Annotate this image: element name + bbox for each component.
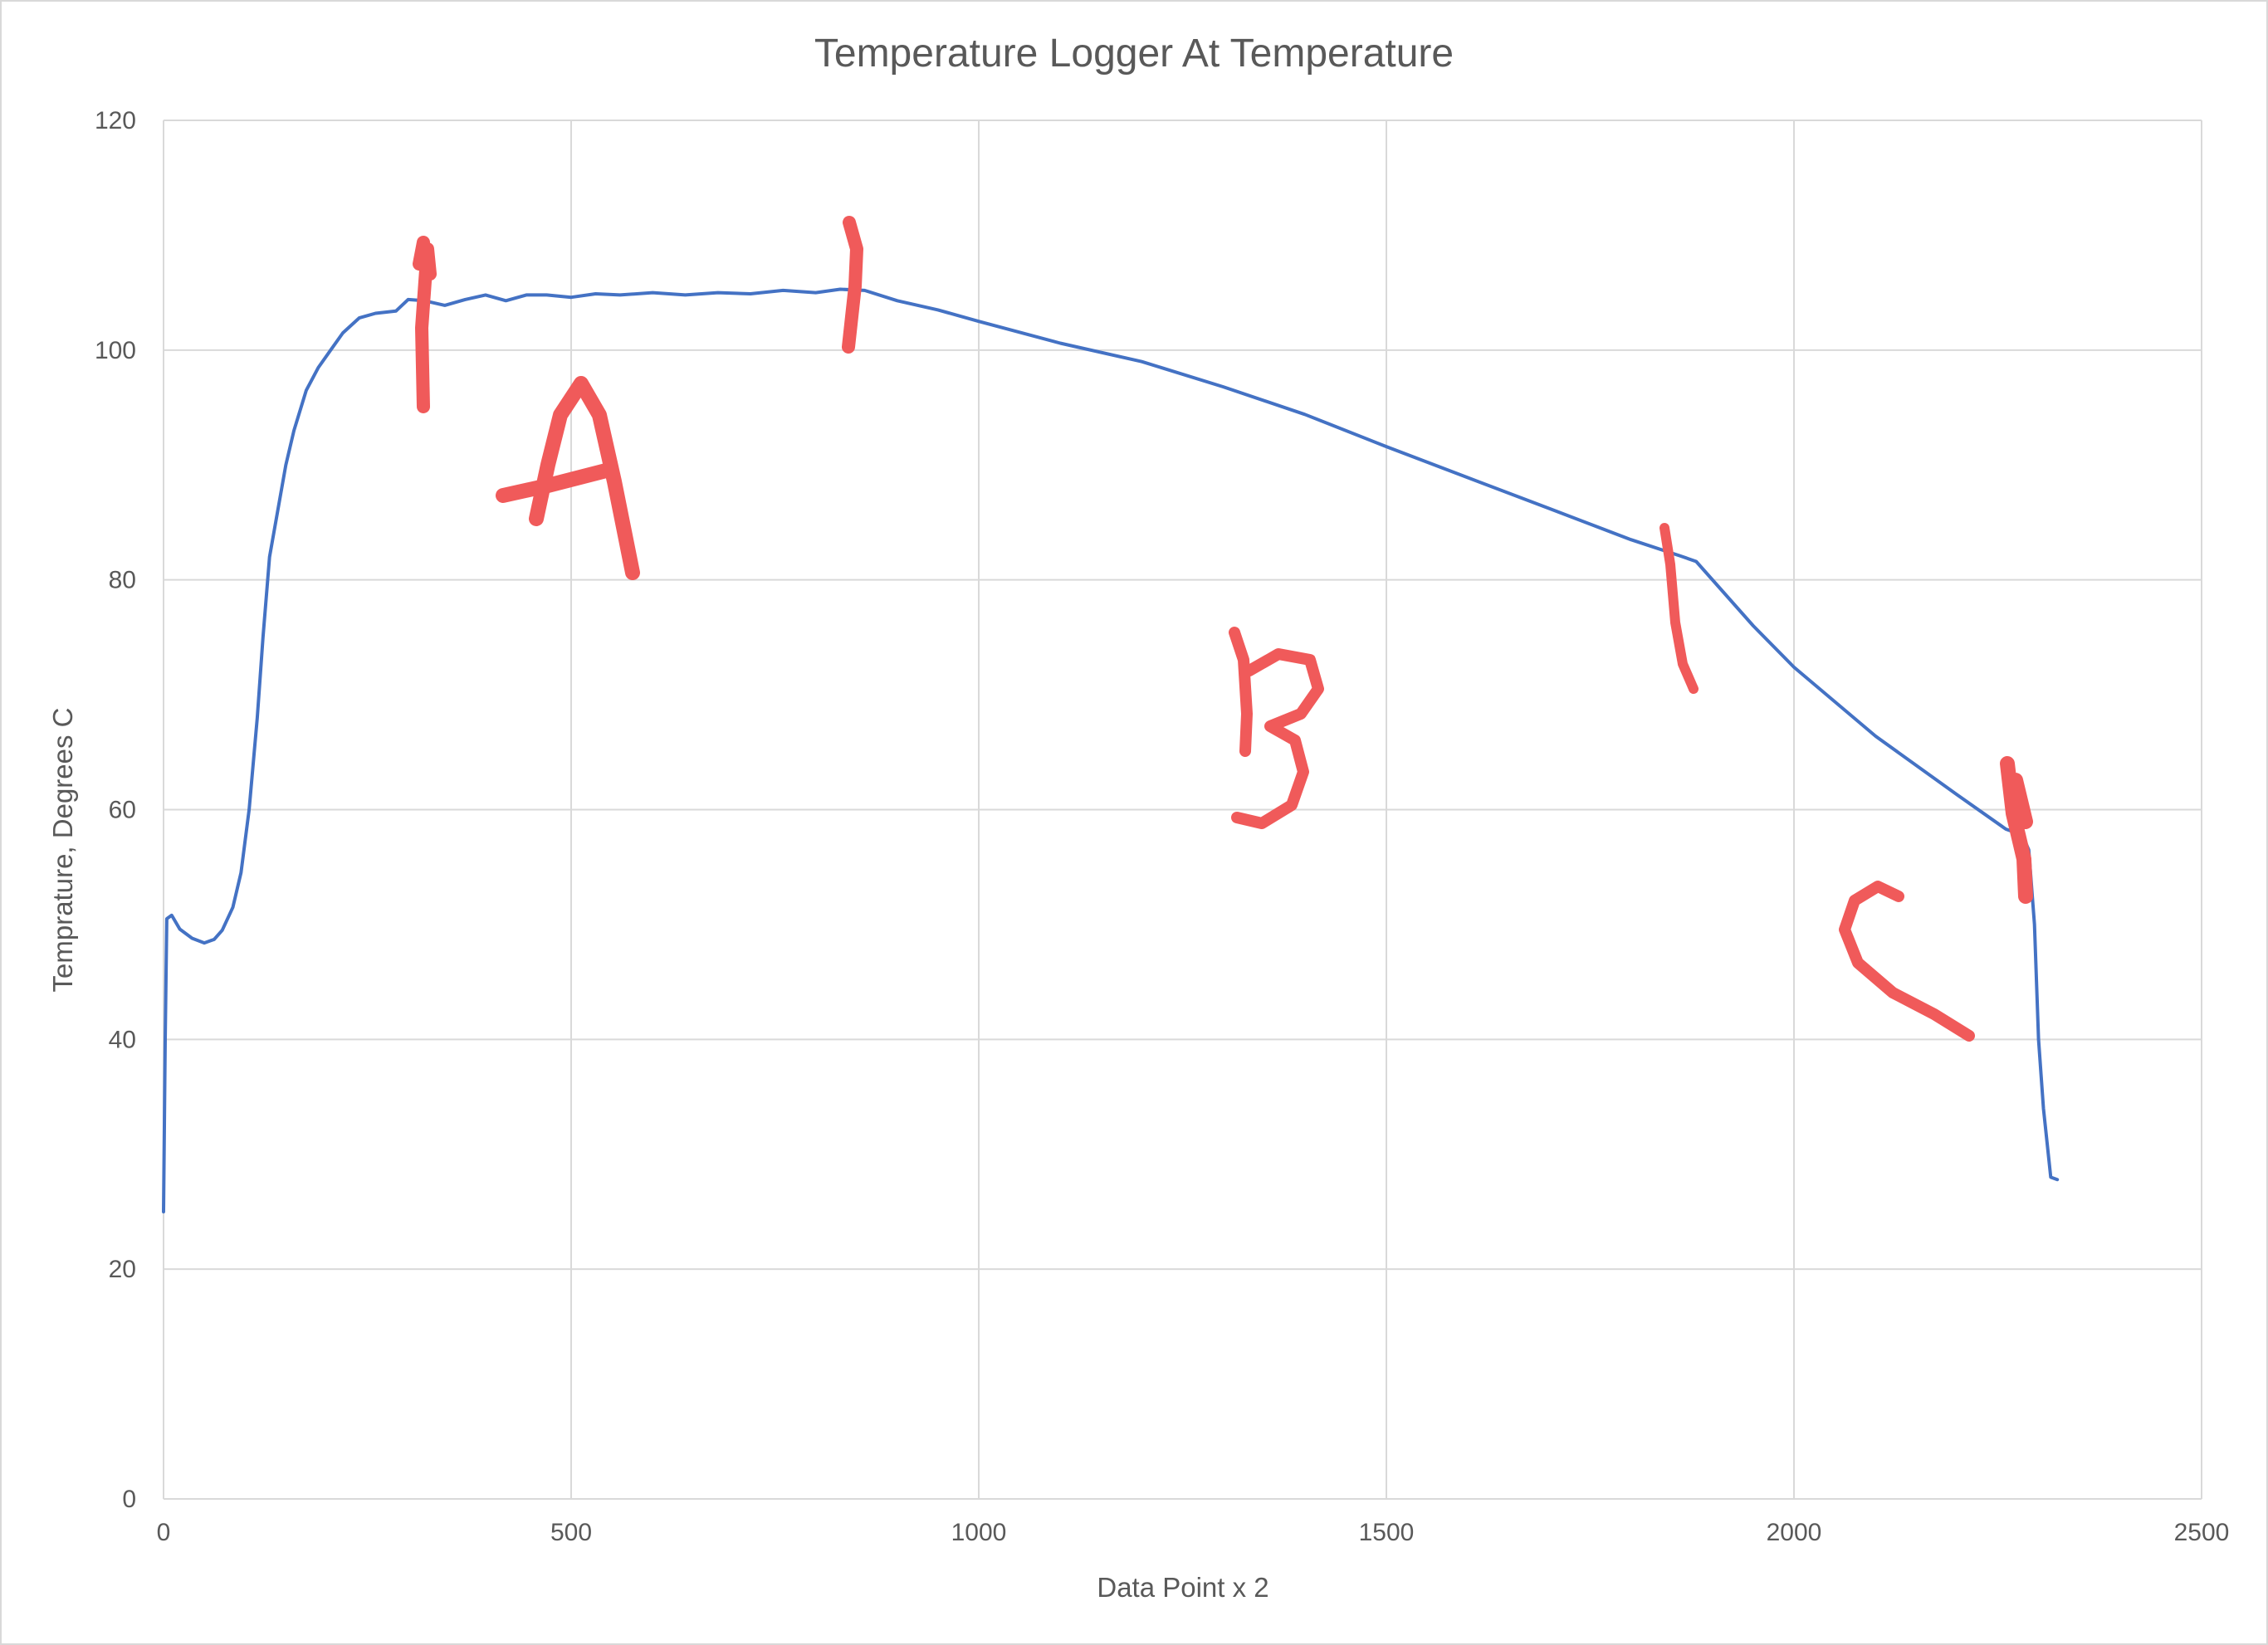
divider-mark <box>413 236 437 413</box>
x-tick-label: 500 <box>550 1519 592 1546</box>
x-axis-title: Data Point x 2 <box>1097 1572 1268 1603</box>
y-tick-label: 60 <box>109 797 136 824</box>
y-tick-label: 120 <box>95 107 136 134</box>
annotation-layer <box>413 216 2033 1042</box>
y-tick-label: 20 <box>109 1256 136 1283</box>
x-tick-label: 1500 <box>1359 1519 1415 1546</box>
y-tick-label: 40 <box>109 1026 136 1053</box>
annotation-letter-a <box>529 376 640 580</box>
x-tick-label: 0 <box>157 1519 171 1546</box>
x-tick-label: 2500 <box>2174 1519 2230 1546</box>
grid-layer <box>163 120 2202 1500</box>
divider-mark <box>842 216 863 354</box>
annotation-letter-c <box>1839 881 1975 1042</box>
y-tick-label: 100 <box>95 337 136 364</box>
annotation-letter-b <box>1231 648 1324 829</box>
annotation-letter-b <box>1229 627 1253 757</box>
divider-mark <box>2000 756 2033 904</box>
series-line <box>162 287 2060 1213</box>
x-tick-label: 1000 <box>951 1519 1007 1546</box>
x-tick-label: 2000 <box>1767 1519 1822 1546</box>
y-axis-title: Temprature, Degrees C <box>47 708 78 993</box>
divider-mark <box>1659 523 1699 694</box>
chart-title: Temperature Logger At Temperature <box>814 32 1454 76</box>
tick-layer: 0 20 40 60 80 100 120 0 500 1000 1500 2000 2500 <box>95 107 2229 1546</box>
series-layer <box>162 287 2060 1213</box>
annotation-letter-a <box>496 463 613 503</box>
y-tick-label: 80 <box>109 567 136 594</box>
y-tick-label: 0 <box>122 1486 136 1513</box>
